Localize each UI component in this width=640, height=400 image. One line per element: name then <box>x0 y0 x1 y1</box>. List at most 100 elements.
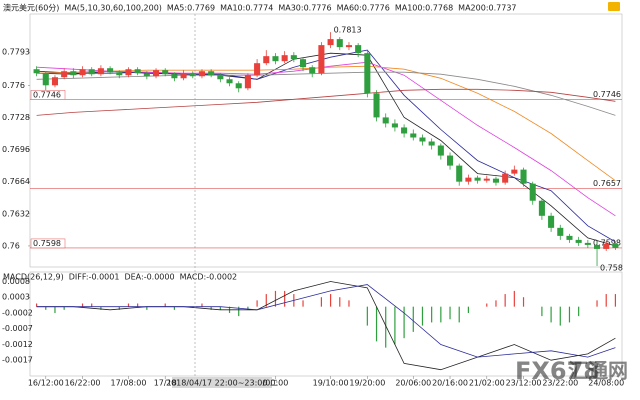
candle-body <box>511 169 518 174</box>
candle-body <box>593 244 601 249</box>
y-tick-label: 0.7793 <box>2 48 30 57</box>
x-tick-label: /00:00 <box>263 379 289 388</box>
candle-body <box>152 70 160 77</box>
candle-body <box>272 56 279 62</box>
high-annotation: 0.7813 <box>334 26 362 35</box>
macd-panel <box>29 271 623 377</box>
y-tick-label: -0.0017 <box>2 356 33 365</box>
legend-item: DIFF:-0.0001 <box>69 273 120 282</box>
level-label: 0.7746 <box>593 90 621 99</box>
x-tick-label: 21/02:00 <box>469 379 505 388</box>
candle-body <box>446 155 454 166</box>
y-tick-label: 0.7664 <box>2 177 30 186</box>
y-tick-label: 0.7728 <box>2 113 30 122</box>
candle-body <box>254 63 261 76</box>
candle-body <box>382 117 389 124</box>
level-box <box>30 90 66 100</box>
y-tick-label: 0.7632 <box>2 209 30 218</box>
y-tick-label: -0.0002 <box>2 308 33 317</box>
candle-body <box>116 72 123 76</box>
line <box>36 49 616 243</box>
candle-body <box>217 75 224 80</box>
candle-body <box>235 83 242 89</box>
candle-body <box>143 73 150 77</box>
y-tick-label: -0.0007 <box>2 324 33 333</box>
candle-body <box>51 77 59 86</box>
watermark: 汇通网 <box>568 359 628 383</box>
candle-body <box>410 133 417 138</box>
candle-body <box>281 55 288 62</box>
candle-body <box>33 69 40 74</box>
x-tick-label: 19/20:00 <box>349 379 385 388</box>
level-label: 0.7598 <box>593 238 621 247</box>
candle-body <box>309 67 316 74</box>
watermark: FX678 <box>515 357 600 385</box>
line <box>36 71 616 116</box>
candle-body <box>318 45 325 74</box>
line <box>36 61 616 217</box>
crosshair-box <box>172 377 272 388</box>
candle-body <box>428 141 435 146</box>
price-panel <box>29 13 623 268</box>
candle-body <box>391 123 398 128</box>
x-tick-label: 16/12:00 <box>28 379 64 388</box>
candle-body <box>419 137 426 142</box>
y-tick-label: 0.0003 <box>2 293 30 302</box>
legend-item: MA(5,10,30,60,100,200) <box>64 4 162 13</box>
candle-body <box>355 45 362 54</box>
candle-body <box>401 127 408 134</box>
low-annotation: 0.758 <box>600 263 623 272</box>
legend-item: MA100:0.7768 <box>395 4 453 13</box>
x-tick-label: 19/10:00 <box>313 379 349 388</box>
candle-body <box>345 45 353 48</box>
line <box>36 88 616 116</box>
x-tick-label: 17/18 <box>154 379 177 388</box>
candle-body <box>566 235 573 240</box>
x-tick-label: 20/16:00 <box>432 379 468 388</box>
candle-body <box>79 69 86 76</box>
candle-body <box>134 69 141 74</box>
candle-body <box>364 53 371 94</box>
candle-body <box>520 169 527 184</box>
candle-body <box>61 71 68 78</box>
level-box <box>30 238 66 249</box>
x-tick-label: 23/12:00 <box>506 379 542 388</box>
candle-body <box>244 75 251 89</box>
x-tick-label: 24/08:00 <box>588 379 624 388</box>
x-tick-label: 16/22:00 <box>65 379 101 388</box>
candle-body <box>529 183 536 201</box>
y-tick-label: -0.0012 <box>2 340 33 349</box>
candle-body <box>226 79 233 84</box>
candle-body <box>584 242 591 245</box>
y-tick-label: 0.776 <box>2 81 25 90</box>
y-tick-label: 0.7696 <box>2 145 30 154</box>
candle-body <box>290 55 297 60</box>
candle-body <box>456 165 463 182</box>
candle-body <box>557 227 564 236</box>
candle-body <box>88 69 95 75</box>
candle-body <box>575 239 582 243</box>
line <box>36 281 616 371</box>
candle-body <box>437 145 444 156</box>
candle-body <box>492 178 500 183</box>
crosshair-label: 2018/04/17 22:00~23:00 二 <box>166 379 278 388</box>
candle-body <box>502 173 509 183</box>
candle-body <box>97 68 104 75</box>
candle-body <box>299 59 307 68</box>
candle-body <box>612 243 619 248</box>
candle-body <box>125 69 132 76</box>
legend-item: 澳元美元(60分) <box>3 3 59 13</box>
candle-body <box>263 56 270 64</box>
icon[interactable] <box>608 2 620 11</box>
x-tick-label: 20/06:00 <box>395 379 431 388</box>
legend-item: MACD(26,12,9) <box>3 273 64 282</box>
x-tick-label: 23/22:00 <box>542 379 578 388</box>
candle-body <box>42 73 49 86</box>
candle-body <box>180 73 187 79</box>
candle-body <box>336 39 343 48</box>
candle-body <box>327 39 334 46</box>
candle-body <box>373 93 380 118</box>
line <box>36 284 616 358</box>
legend-item: MA30:0.7776 <box>278 4 331 13</box>
